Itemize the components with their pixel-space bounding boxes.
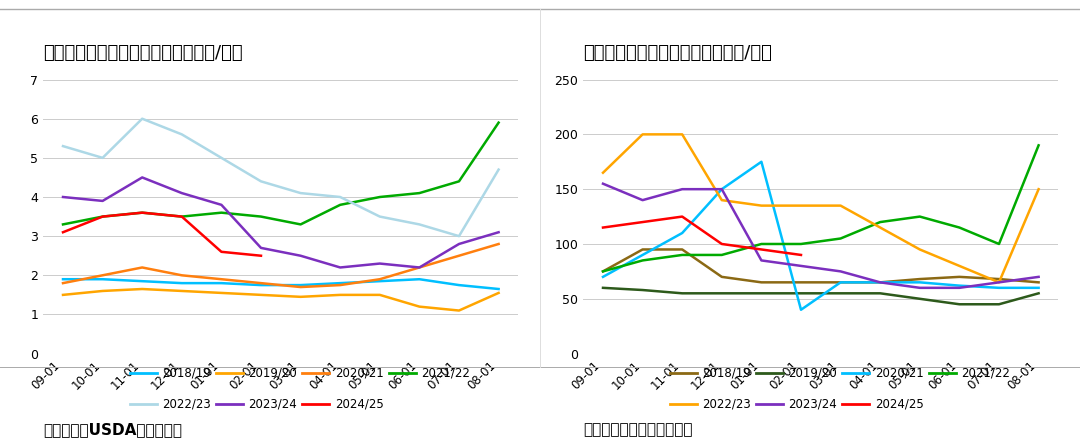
Text: 图：新奥尔良美豆榨利情况（美元/吨）: 图：新奥尔良美豆榨利情况（美元/吨） [583, 44, 772, 62]
Text: 图：伊利诺伊州大豆榨利情况（美元/蒲）: 图：伊利诺伊州大豆榨利情况（美元/蒲） [43, 44, 243, 62]
Text: 2019/20: 2019/20 [788, 367, 837, 380]
Text: 2021/22: 2021/22 [421, 367, 470, 380]
Text: 2021/22: 2021/22 [961, 367, 1010, 380]
Text: 2020/21: 2020/21 [875, 367, 923, 380]
Text: 2024/25: 2024/25 [875, 398, 923, 411]
Text: 2023/24: 2023/24 [788, 398, 837, 411]
Text: 2018/19: 2018/19 [162, 367, 211, 380]
Text: 2019/20: 2019/20 [248, 367, 297, 380]
Text: 2024/25: 2024/25 [335, 398, 383, 411]
Text: 2022/23: 2022/23 [702, 398, 751, 411]
Text: 2023/24: 2023/24 [248, 398, 297, 411]
Text: 2018/19: 2018/19 [702, 367, 751, 380]
Text: 2022/23: 2022/23 [162, 398, 211, 411]
Text: 数据来源：USDA，国富期货: 数据来源：USDA，国富期货 [43, 423, 183, 438]
Text: 2020/21: 2020/21 [335, 367, 383, 380]
Text: 数据来源：路透，国富期货: 数据来源：路透，国富期货 [583, 423, 692, 438]
